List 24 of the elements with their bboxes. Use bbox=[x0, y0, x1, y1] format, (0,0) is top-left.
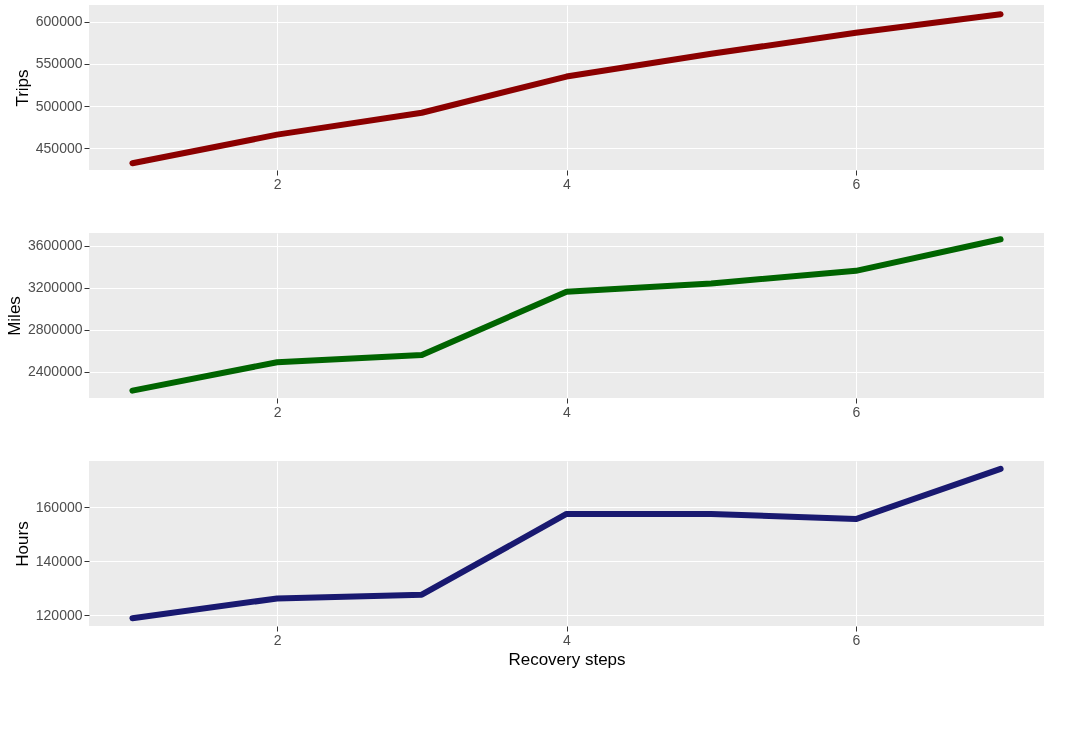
y-axis-title: Hours bbox=[12, 521, 32, 567]
x-tick-label: 2 bbox=[273, 403, 282, 420]
y-tick-label: 2400000 bbox=[27, 363, 83, 380]
x-tick-label: 4 bbox=[563, 175, 572, 192]
x-tick-label: 2 bbox=[273, 175, 282, 192]
y-tick-label: 3200000 bbox=[27, 279, 83, 296]
y-tick-label: 450000 bbox=[35, 139, 83, 156]
y-tick-label: 3600000 bbox=[27, 237, 83, 254]
x-tick-label: 6 bbox=[852, 175, 861, 192]
y-tick-label: 120000 bbox=[35, 606, 83, 623]
x-axis-title: Recovery steps bbox=[508, 649, 626, 669]
x-tick-label: 2 bbox=[273, 631, 282, 648]
y-axis-title: Trips bbox=[12, 69, 32, 107]
x-tick-label: 6 bbox=[852, 403, 861, 420]
x-tick-label: 4 bbox=[563, 631, 572, 648]
y-axis-title: Miles bbox=[5, 296, 24, 336]
y-tick-label: 600000 bbox=[35, 13, 83, 30]
y-tick-label: 2800000 bbox=[27, 321, 83, 338]
y-tick-label: 500000 bbox=[35, 97, 83, 114]
y-tick-label: 160000 bbox=[35, 498, 83, 515]
x-tick-label: 6 bbox=[852, 631, 861, 648]
x-tick-label: 4 bbox=[563, 403, 572, 420]
y-tick-label: 140000 bbox=[35, 552, 83, 569]
y-tick-label: 550000 bbox=[35, 55, 83, 72]
